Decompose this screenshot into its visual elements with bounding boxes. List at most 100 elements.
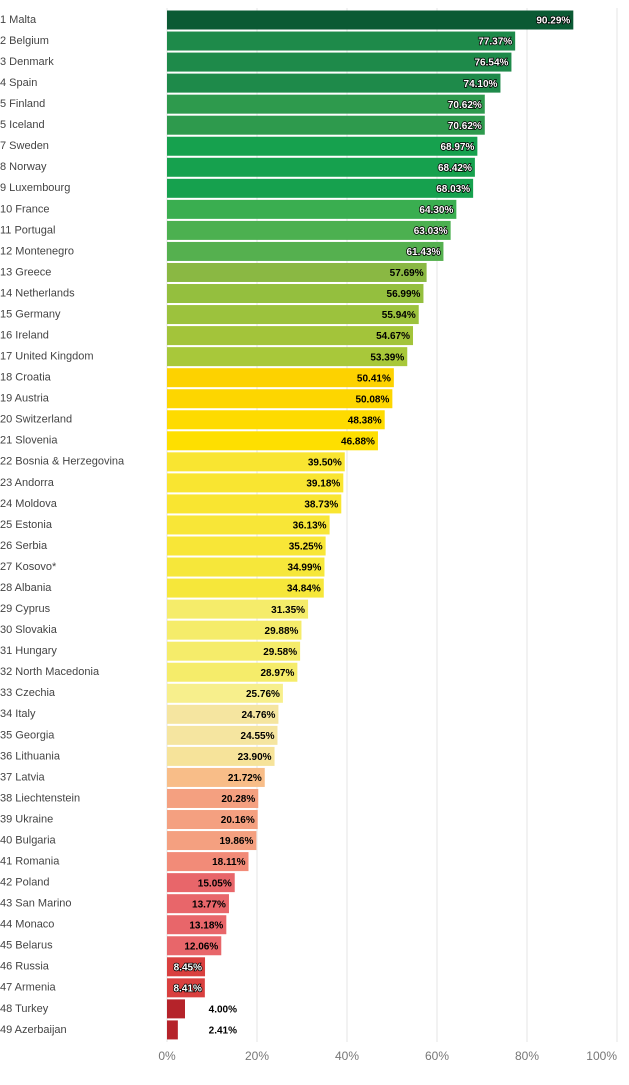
category-label: 18 Croatia (0, 372, 52, 384)
category-label: 21 Slovenia (0, 435, 58, 447)
bar (167, 368, 394, 388)
value-label: 64.30% (419, 205, 453, 216)
x-tick-label: 100% (586, 1049, 617, 1063)
value-label: 55.94% (382, 310, 416, 321)
bar (167, 557, 325, 577)
value-label: 8.41% (173, 983, 201, 994)
bar (167, 94, 485, 114)
bar (167, 136, 478, 156)
value-label: 19.86% (219, 836, 253, 847)
bar (167, 52, 512, 72)
category-label: 14 Netherlands (0, 287, 75, 299)
value-label: 4.00% (209, 1005, 237, 1016)
bar (167, 894, 229, 914)
bar (167, 852, 249, 872)
bar (167, 347, 408, 367)
category-label: 19 Austria (0, 393, 50, 405)
bar (167, 410, 385, 430)
value-label: 77.37% (478, 37, 512, 48)
category-label: 36 Lithuania (0, 750, 61, 762)
category-label: 22 Bosnia & Herzegovina (0, 456, 125, 468)
bar (167, 683, 283, 703)
value-label: 20.16% (221, 815, 255, 826)
category-label: 5 Finland (0, 98, 45, 110)
bar (167, 452, 345, 472)
bar (167, 746, 275, 766)
category-label: 8 Norway (0, 161, 47, 173)
value-label: 57.69% (390, 268, 424, 279)
bar (167, 199, 457, 219)
category-label: 44 Monaco (0, 919, 54, 931)
x-tick-label: 80% (515, 1049, 539, 1063)
category-label: 48 Turkey (0, 1003, 49, 1015)
category-label: 3 Denmark (0, 56, 54, 68)
bar (167, 999, 185, 1019)
value-label: 70.62% (448, 121, 482, 132)
value-label: 63.03% (414, 226, 448, 237)
value-label: 12.06% (184, 941, 218, 952)
bar (167, 73, 501, 93)
value-label: 21.72% (228, 773, 262, 784)
value-label: 38.73% (304, 500, 338, 511)
value-label: 46.88% (341, 436, 375, 447)
category-label: 37 Latvia (0, 771, 46, 783)
value-label: 48.38% (348, 415, 382, 426)
x-tick-label: 40% (335, 1049, 359, 1063)
value-label: 23.90% (238, 752, 272, 763)
category-label: 4 Spain (0, 77, 37, 89)
value-label: 34.99% (288, 563, 322, 574)
bar (167, 620, 302, 640)
value-label: 29.58% (263, 647, 297, 658)
value-label: 36.13% (293, 521, 327, 532)
bar (167, 788, 259, 808)
category-label: 30 Slovakia (0, 624, 58, 636)
bar (167, 725, 278, 745)
value-label: 68.42% (438, 163, 472, 174)
category-label: 25 Estonia (0, 519, 53, 531)
bar (167, 936, 222, 956)
value-label: 8.45% (174, 962, 202, 973)
bar (167, 641, 301, 661)
category-label: 24 Moldova (0, 498, 58, 510)
bar (167, 262, 427, 282)
bar (167, 220, 451, 240)
value-label: 31.35% (271, 605, 305, 616)
category-label: 38 Liechtenstein (0, 792, 80, 804)
value-label: 53.39% (370, 352, 404, 363)
bar (167, 178, 474, 198)
category-label: 11 Portugal (0, 224, 55, 236)
category-label: 7 Sweden (0, 140, 49, 152)
bar (167, 578, 324, 598)
bar (167, 157, 475, 177)
value-label: 54.67% (376, 331, 410, 342)
bar (167, 115, 485, 135)
category-label: 26 Serbia (0, 540, 48, 552)
bar (167, 284, 424, 304)
bar (167, 599, 309, 619)
category-label: 12 Montenegro (0, 245, 74, 257)
x-tick-label: 0% (158, 1049, 176, 1063)
value-label: 28.97% (260, 668, 294, 679)
value-label: 24.76% (241, 710, 275, 721)
bar (167, 662, 298, 682)
bar (167, 810, 258, 830)
category-label: 17 United Kingdom (0, 351, 94, 363)
value-label: 39.50% (308, 457, 342, 468)
bar (167, 473, 344, 493)
category-label: 49 Azerbaijan (0, 1024, 67, 1036)
bar (167, 873, 235, 893)
category-label: 9 Luxembourg (0, 182, 70, 194)
category-label: 46 Russia (0, 961, 50, 973)
bar (167, 326, 414, 346)
category-label: 2 Belgium (0, 35, 49, 47)
category-label: 27 Kosovo* (0, 561, 57, 573)
category-label: 33 Czechia (0, 687, 56, 699)
value-label: 74.10% (464, 79, 498, 90)
bar (167, 31, 516, 51)
bar (167, 978, 205, 998)
bar (167, 704, 279, 724)
value-label: 35.25% (289, 542, 323, 553)
category-label: 10 France (0, 203, 50, 215)
value-label: 2.41% (209, 1026, 237, 1037)
value-label: 29.88% (265, 626, 299, 637)
